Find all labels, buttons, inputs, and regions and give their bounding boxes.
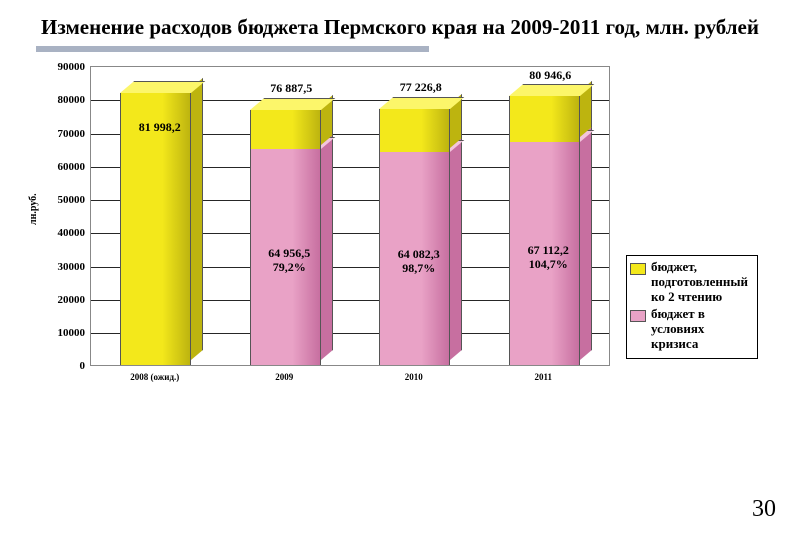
- legend-label: бюджет в условиях кризиса: [651, 307, 754, 352]
- legend-item: бюджет в условиях кризиса: [630, 307, 754, 352]
- data-label-crisis: 64 082,398,7%: [398, 248, 440, 276]
- y-tick-label: 70000: [58, 128, 86, 140]
- data-label-total: 81 998,2: [139, 121, 181, 135]
- legend-label: бюджет, подготовленный ко 2 чтению: [651, 260, 754, 305]
- data-label-crisis: 64 956,579,2%: [268, 247, 310, 275]
- chart-title: Изменение расходов бюджета Пермского кра…: [40, 14, 760, 40]
- data-label-total: 77 226,8: [400, 81, 442, 95]
- legend-item: бюджет, подготовленный ко 2 чтению: [630, 260, 754, 305]
- y-tick-label: 0: [80, 360, 86, 372]
- title-underline: [36, 46, 764, 52]
- chart-stage: лн.руб. 01000020000300004000050000600007…: [36, 60, 766, 440]
- x-axis: 2008 (ожид.) 2009 2010 2011: [90, 366, 610, 396]
- x-tick-label: 2009: [275, 372, 293, 382]
- legend-swatch: [630, 310, 646, 322]
- plot-area: 0100002000030000400005000060000700008000…: [90, 66, 610, 366]
- y-tick-label: 30000: [58, 261, 86, 273]
- y-tick-label: 10000: [58, 327, 86, 339]
- y-tick-label: 60000: [58, 161, 86, 173]
- y-tick-label: 40000: [58, 227, 86, 239]
- y-tick-label: 50000: [58, 194, 86, 206]
- legend: бюджет, подготовленный ко 2 чтениюбюджет…: [626, 255, 758, 359]
- data-label-total: 80 946,6: [529, 69, 571, 83]
- data-label-total: 76 887,5: [270, 82, 312, 96]
- slide-number: 30: [752, 496, 776, 523]
- y-tick-label: 90000: [58, 61, 86, 73]
- y-tick-label: 80000: [58, 94, 86, 106]
- x-tick-label: 2011: [534, 372, 552, 382]
- legend-swatch: [630, 263, 646, 275]
- x-tick-label: 2010: [405, 372, 423, 382]
- x-tick-label: 2008 (ожид.): [130, 372, 179, 382]
- chart-frame: 0100002000030000400005000060000700008000…: [90, 66, 610, 396]
- y-tick-label: 20000: [58, 294, 86, 306]
- data-label-crisis: 67 112,2104,7%: [528, 244, 569, 272]
- y-axis-label: лн.руб.: [28, 194, 39, 226]
